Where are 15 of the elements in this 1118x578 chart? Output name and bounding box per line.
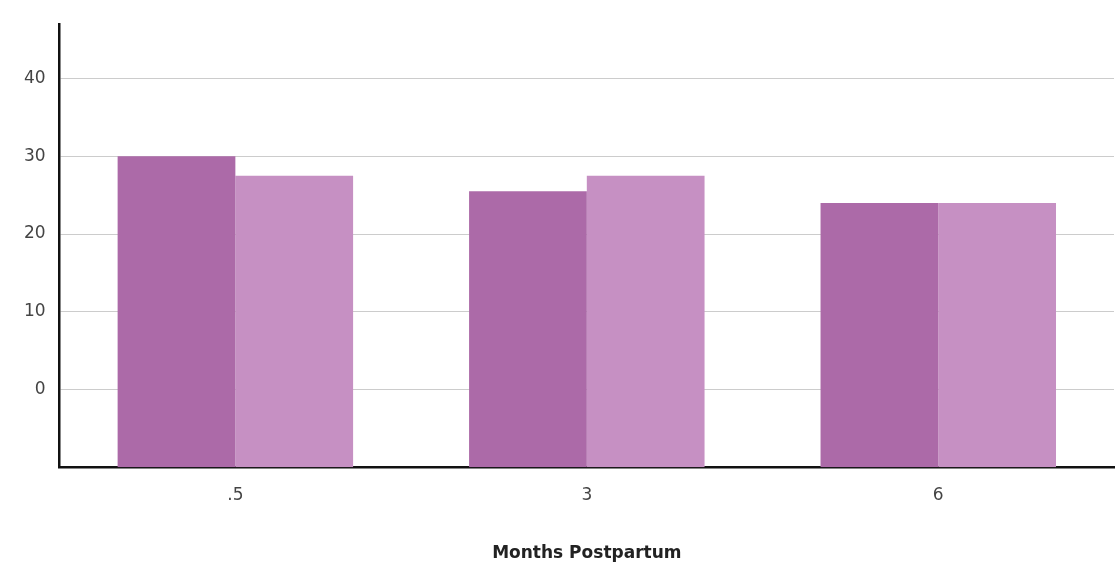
y-tick-label: 30 xyxy=(23,144,46,165)
y-tick-label: 0 xyxy=(34,377,46,398)
bar xyxy=(469,191,587,468)
bar xyxy=(235,175,354,468)
x-tick-label: .5 xyxy=(227,483,244,504)
y-tick-label: 20 xyxy=(23,222,46,243)
bar xyxy=(938,202,1057,468)
x-tick-label: 3 xyxy=(581,483,593,504)
bar xyxy=(117,156,236,468)
y-tick-label: 40 xyxy=(23,67,46,88)
bar xyxy=(820,202,939,468)
y-tick-label: 10 xyxy=(23,300,46,321)
bar xyxy=(586,175,705,468)
x-tick-label: 6 xyxy=(932,483,944,504)
x-axis-title: Months Postpartum xyxy=(492,542,682,563)
